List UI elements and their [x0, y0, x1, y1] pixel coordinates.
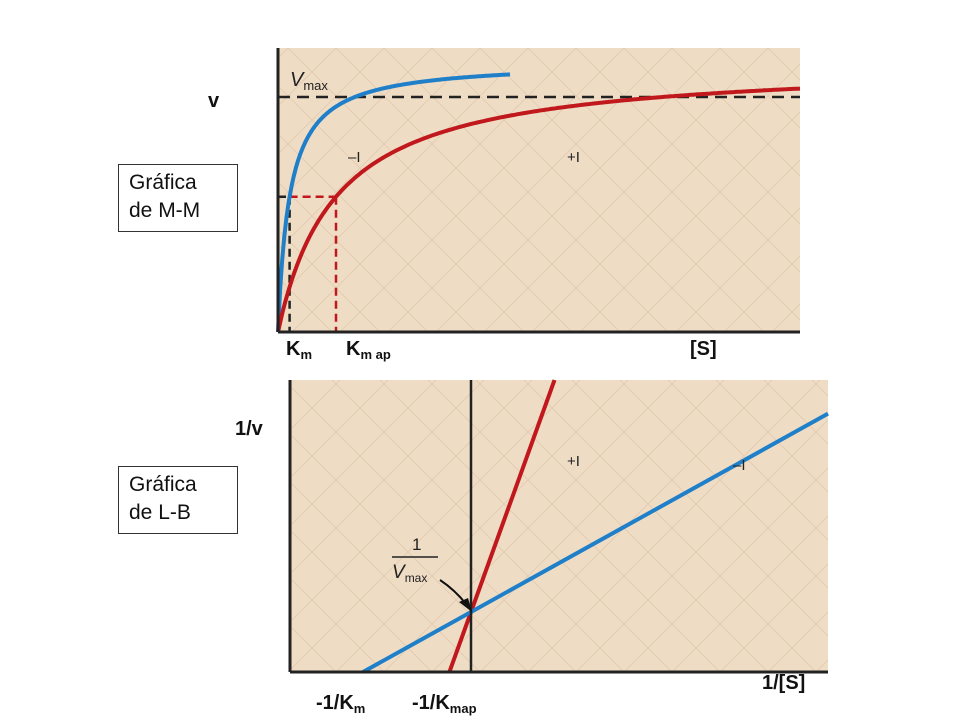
mm-series-label-uninhibited: –I [348, 149, 361, 166]
lb-box-line1: Gráfica [129, 473, 197, 496]
mm-kmap-marker: Km ap [346, 338, 391, 362]
mm-km-marker: Km [286, 338, 312, 362]
mm-plot-texture [278, 48, 800, 332]
mm-ylabel: v [208, 90, 220, 112]
lb-box-line2: de L-B [129, 501, 191, 524]
lb-vmax-denominator: Vmax [392, 562, 427, 585]
lb-vmax-sub: max [405, 571, 428, 585]
lb-plot-label-box: Gráfica de L-B [118, 466, 238, 534]
mm-kmap-sub: m ap [360, 347, 391, 362]
lb-vmax-numerator: 1 [412, 535, 421, 554]
lb-xlabel: 1/[S] [762, 672, 806, 694]
lb-neg-kmap-sub: map [449, 701, 477, 716]
lb-neg-km-main: -1/K [316, 692, 354, 714]
lb-neg-kmap-marker: -1/Kmap [412, 692, 477, 716]
mm-vmax-sub: max [303, 78, 328, 93]
lb-neg-km-sub: m [353, 701, 366, 716]
lb-plot-texture [290, 380, 828, 672]
mm-xlabel: [S] [690, 338, 717, 360]
lb-series-label-uninhibited: –I [733, 457, 746, 474]
mm-plot: Vmax –I +I [276, 48, 801, 334]
mm-curve-inhibited [276, 86, 801, 333]
lb-plot: +I –I 1 Vmax [288, 379, 829, 674]
lb-neg-kmap-main: -1/K [412, 692, 450, 714]
lb-vmax-main: V [392, 562, 407, 583]
lb-ylabel: 1/v [235, 418, 263, 440]
mm-series-label-inhibited: +I [567, 149, 580, 166]
mm-km-main: K [286, 338, 301, 360]
mm-vmax-label: Vmax [290, 69, 328, 93]
mm-vmax-main: V [290, 69, 305, 91]
lb-neg-km-marker: -1/Km [316, 692, 365, 716]
mm-curve-uninhibited [276, 72, 511, 333]
lb-line-uninhibited [362, 411, 829, 674]
mm-kmap-main: K [346, 338, 361, 360]
lb-line-inhibited [447, 379, 557, 673]
lb-vmax-arrow-head [459, 598, 472, 612]
lb-series-label-inhibited: +I [567, 453, 580, 470]
mm-km-sub: m [300, 347, 313, 362]
mm-box-line1: Gráfica [129, 171, 197, 194]
mm-plot-label-box: Gráfica de M-M [118, 164, 238, 232]
mm-box-line2: de M-M [129, 199, 201, 222]
